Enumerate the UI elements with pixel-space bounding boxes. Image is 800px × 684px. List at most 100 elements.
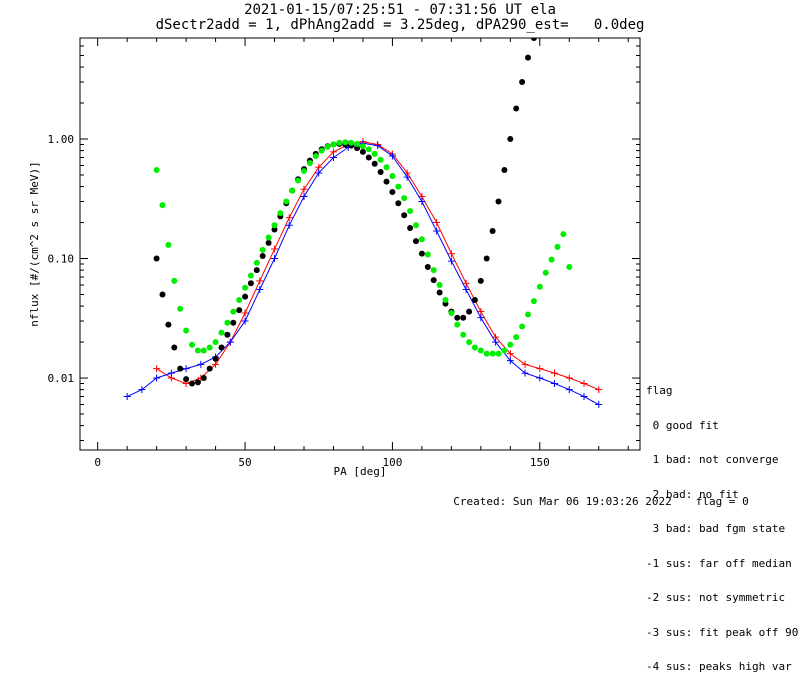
series-2-point (189, 380, 195, 387)
series-1-point (329, 154, 337, 162)
flag-legend-item: -1 sus: far off median (646, 556, 792, 570)
series-0-point (153, 365, 161, 373)
y-axis-label: nflux [#/(cm^2 s sr MeV)] (28, 161, 41, 327)
series-2-point (271, 226, 278, 233)
series-3-point (342, 139, 349, 146)
series-0-point (241, 309, 249, 317)
created-timestamp: Created: Sun Mar 06 19:03:26 2022 (453, 495, 672, 508)
series-3-point (159, 202, 166, 209)
series-2-point (183, 376, 190, 383)
series-3-point (554, 243, 561, 250)
series-2-point (200, 375, 207, 381)
series-0-point (565, 374, 573, 382)
series-3-point (377, 156, 384, 163)
series-1-point (197, 360, 205, 368)
series-2-point (383, 178, 390, 185)
y-tick-label: 0.10 (48, 253, 75, 266)
series-3-point (477, 347, 484, 354)
series-1-point (374, 142, 382, 150)
series-3-point (489, 350, 496, 357)
series-1-point (153, 374, 161, 382)
x-tick-label: 100 (382, 456, 402, 469)
series-2-point (477, 277, 484, 284)
series-2-point (489, 228, 496, 234)
series-3-point (265, 234, 272, 241)
chart-title: 2021-01-15/07:25:51 - 07:31:56 UT ela (244, 2, 556, 18)
series-2-point (371, 160, 378, 167)
series-3-point (277, 210, 284, 217)
series-2-point (537, 17, 543, 23)
series-2-point (165, 321, 172, 328)
series-3-point (177, 305, 184, 312)
series-1-point (241, 317, 249, 325)
series-3-point (519, 323, 526, 330)
series-3-point (259, 246, 266, 253)
series-1-point (506, 357, 514, 365)
series-3-point (271, 222, 278, 229)
flag-value: flag = 0 (695, 495, 749, 508)
x-tick-label: 50 (238, 456, 251, 469)
y-tick-label: 0.01 (48, 372, 75, 385)
series-2-point (177, 365, 184, 372)
series-2-point (159, 291, 166, 298)
series-2-point (153, 255, 160, 262)
series-1-point (462, 286, 470, 294)
series-1-point (167, 369, 175, 377)
series-2-point (194, 379, 201, 386)
flag-legend: flag 0 good fit 1 bad: not converge 2 ba… (646, 362, 798, 684)
series-3-point (194, 347, 201, 354)
series-1-point (138, 386, 146, 394)
series-2-point (436, 289, 443, 296)
series-0-point (300, 185, 308, 193)
series-1-point (580, 393, 588, 401)
series-3-point (507, 341, 514, 348)
series-2-point (354, 145, 361, 152)
series-0-point (462, 279, 470, 287)
series-2-point (377, 169, 384, 175)
series-3-point (560, 231, 567, 238)
footer: Created: Sun Mar 06 19:03:26 2022 flag = … (440, 482, 773, 508)
series-3-point (424, 251, 431, 258)
series-3-point (301, 168, 307, 174)
series-3-point (224, 319, 231, 326)
series-1-point (418, 197, 426, 205)
series-3-point (530, 298, 537, 305)
series-3-point (306, 160, 313, 166)
series-2-point (525, 54, 531, 61)
series-2-point (365, 154, 372, 161)
series-1-point (565, 386, 573, 394)
series-3-point (354, 140, 361, 147)
series-3-point (312, 153, 319, 160)
flag-legend-item: 2 bad: no fit (646, 487, 739, 501)
chart-subtitle: dSectr2add = 1, dPhAng2add = 3.25deg, dP… (155, 17, 645, 33)
series-2-point (495, 198, 502, 205)
series-2-point (171, 344, 178, 351)
series-2-point (519, 79, 526, 85)
series-0-point (271, 245, 279, 253)
series-2-point (224, 331, 231, 338)
series-0-point (580, 380, 588, 388)
series-3-point (501, 347, 508, 354)
series-3-point (336, 139, 343, 146)
series-2-point (407, 225, 414, 231)
series-1-point (226, 338, 234, 346)
series-2-point (395, 200, 402, 207)
series-2-point (230, 319, 237, 326)
series-2-point (543, 0, 549, 5)
series-1-point (403, 173, 411, 181)
series-3-point (253, 259, 260, 266)
series-1-point (256, 286, 264, 294)
x-tick-label: 0 (94, 456, 101, 469)
series-2-point (501, 167, 508, 173)
series-3-point (413, 222, 419, 229)
x-axis-label: PA [deg] (334, 465, 387, 478)
series-2-point (389, 189, 396, 195)
series-3-point (189, 341, 195, 348)
series-3-point (247, 272, 254, 279)
series-0-point (506, 350, 514, 358)
series-3-point (395, 183, 402, 190)
series-3-point (371, 150, 378, 157)
series-3-point (242, 284, 249, 291)
series-2-point (212, 355, 219, 362)
series-0-point (447, 250, 455, 258)
